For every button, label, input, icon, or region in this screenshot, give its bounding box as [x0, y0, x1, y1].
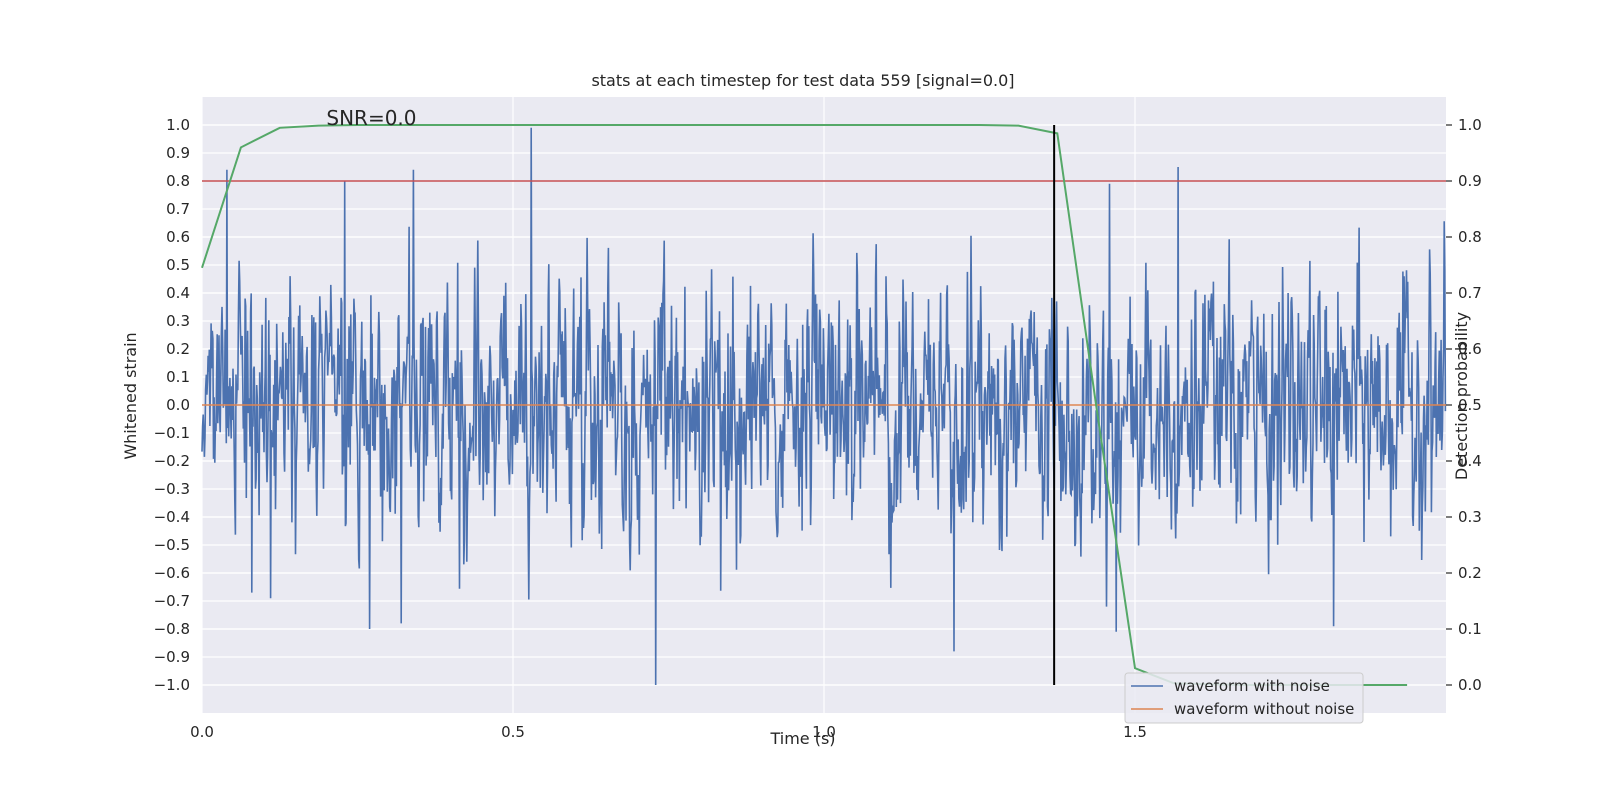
y-tick-label: 0.5	[166, 256, 190, 274]
y2-tick-label: 0.9	[1458, 172, 1482, 190]
chart-title: stats at each timestep for test data 559…	[591, 71, 1014, 90]
x-tick-label: 1.5	[1123, 723, 1147, 741]
y-tick-label: −0.7	[154, 592, 190, 610]
y-tick-label: 0.6	[166, 228, 190, 246]
y-tick-label: −0.1	[154, 424, 190, 442]
y2-tick-label: 0.3	[1458, 508, 1482, 526]
y-tick-label: −1.0	[154, 676, 190, 694]
x-axis-label: Time (s)	[769, 729, 835, 748]
y-tick-label: −0.5	[154, 536, 190, 554]
series-waveform-with-noise	[201, 127, 1447, 686]
y2-tick-label: 0.5	[1458, 396, 1482, 414]
y-tick-label: 0.8	[166, 172, 190, 190]
y2-axis-label: Detection probability	[1452, 312, 1471, 480]
snr-annotation: SNR=0.0	[326, 106, 416, 130]
y-tick-label: −0.6	[154, 564, 190, 582]
y2-tick-label: 0.1	[1458, 620, 1482, 638]
y-tick-label: −0.8	[154, 620, 190, 638]
y-tick-label: −0.4	[154, 508, 190, 526]
y-tick-label: 0.1	[166, 368, 190, 386]
legend-label-waveform-without-noise: waveform without noise	[1174, 700, 1354, 718]
y-axis-label: Whitened strain	[121, 332, 140, 459]
y-tick-label: 0.2	[166, 340, 190, 358]
y-tick-label: 0.9	[166, 144, 190, 162]
y2-tick-label: 0.7	[1458, 284, 1482, 302]
y-tick-label: 0.4	[166, 284, 190, 302]
x-tick-label: 0.5	[501, 723, 525, 741]
y2-tick-label: 0.2	[1458, 564, 1482, 582]
y-tick-label: 1.0	[166, 116, 190, 134]
legend: waveform with noise waveform without noi…	[1124, 672, 1364, 724]
legend-label-waveform-with-noise: waveform with noise	[1174, 677, 1330, 695]
y-tick-label: −0.9	[154, 648, 190, 666]
y2-tick-label: 0.8	[1458, 228, 1482, 246]
y-tick-label: 0.0	[166, 396, 190, 414]
y2-tick-label: 0.6	[1458, 340, 1482, 358]
y-tick-label: −0.3	[154, 480, 190, 498]
y-axis-ticks: 1.0 0.9 0.8 0.7 0.6 0.5 0.4 0.3 0.2 0.1 0.0 −0.1 −0.…	[154, 116, 190, 694]
x-axis-ticks: 0.0 0.5 1.0 1.5	[190, 723, 1147, 741]
y2-axis-ticks: 1.0 0.9 0.8 0.7 0.6 0.5 0.4 0.3 0.2 0.1 0.0	[1446, 116, 1482, 694]
y2-tick-label: 0.4	[1458, 452, 1482, 470]
y-tick-label: 0.7	[166, 200, 190, 218]
y2-tick-label: 1.0	[1458, 116, 1482, 134]
y2-tick-label: 0.0	[1458, 676, 1482, 694]
x-tick-label: 1.0	[812, 723, 836, 741]
legend-box	[1124, 672, 1364, 724]
y-tick-label: −0.2	[154, 452, 190, 470]
x-tick-label: 0.0	[190, 723, 214, 741]
y-tick-label: 0.3	[166, 312, 190, 330]
